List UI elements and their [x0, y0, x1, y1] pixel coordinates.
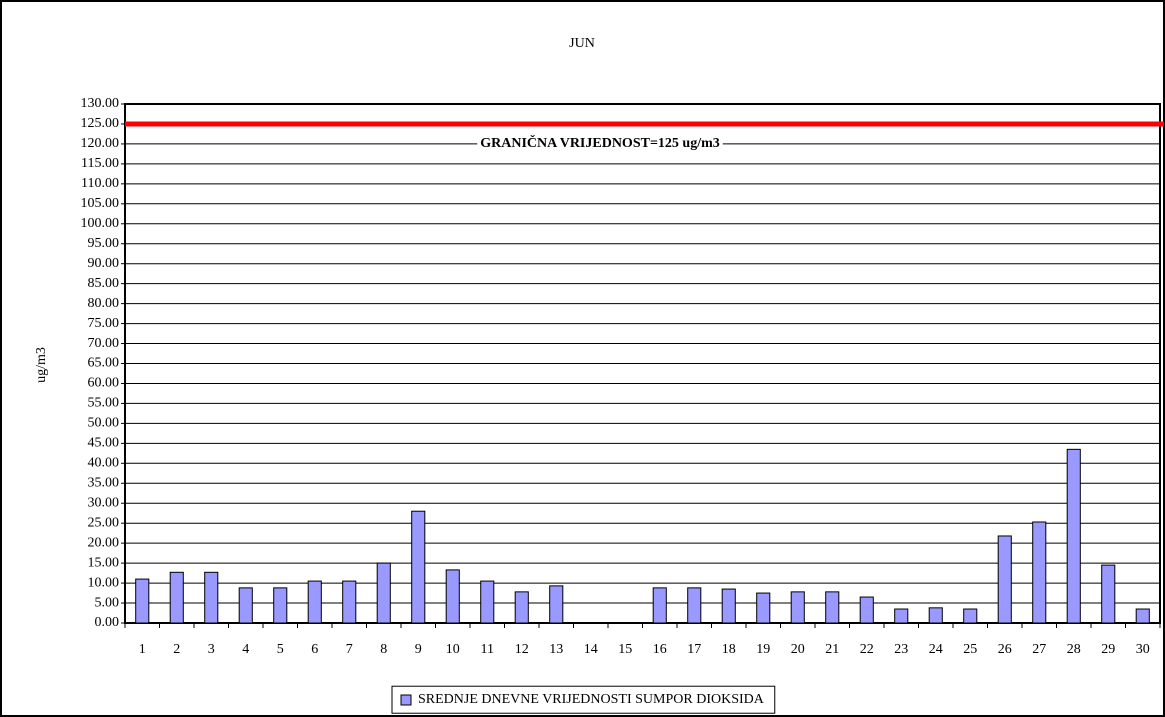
- x-tick-label: 1: [139, 642, 146, 657]
- bar: [342, 580, 357, 624]
- bar: [411, 510, 426, 624]
- y-tick-label: 25.00: [88, 515, 120, 530]
- x-tick-label: 16: [653, 642, 667, 657]
- y-tick-label: 105.00: [81, 196, 120, 211]
- legend-box: [391, 685, 776, 714]
- bar: [859, 596, 874, 624]
- bar: [549, 585, 564, 624]
- y-tick-label: 65.00: [88, 356, 120, 371]
- bar: [928, 607, 943, 624]
- x-tick-label: 30: [1136, 642, 1150, 657]
- legend-label: SREDNJE DNEVNE VRIJEDNOSTI SUMPOR DIOKSI…: [418, 692, 765, 707]
- x-tick-label: 11: [481, 642, 494, 657]
- bar: [825, 591, 840, 624]
- x-tick-label: 4: [242, 642, 249, 657]
- bar: [756, 592, 771, 624]
- x-tick-label: 27: [1032, 642, 1046, 657]
- bar: [687, 587, 702, 624]
- x-tick-label: 26: [998, 642, 1012, 657]
- bar: [1066, 448, 1081, 624]
- bar: [894, 608, 909, 624]
- x-tick-label: 20: [791, 642, 805, 657]
- bar: [790, 591, 805, 624]
- bar: [652, 587, 667, 624]
- y-tick-label: 125.00: [81, 116, 120, 131]
- y-tick-label: 90.00: [88, 256, 120, 271]
- x-tick-label: 24: [929, 642, 943, 657]
- y-tick-label: 95.00: [88, 236, 120, 251]
- legend-swatch: [400, 694, 412, 706]
- chart-title: JUN: [569, 36, 595, 51]
- y-tick-label: 55.00: [88, 396, 120, 411]
- y-tick-label: 130.00: [81, 96, 120, 111]
- bar: [169, 571, 184, 624]
- bar: [445, 569, 460, 624]
- x-tick-label: 25: [963, 642, 977, 657]
- x-tick-label: 8: [380, 642, 387, 657]
- y-tick-label: 80.00: [88, 296, 120, 311]
- y-tick-label: 10.00: [88, 575, 120, 590]
- y-tick-label: 115.00: [81, 156, 119, 171]
- bar: [997, 535, 1012, 624]
- threshold-label: GRANIČNA VRIJEDNOST=125 ug/m3: [480, 134, 720, 151]
- bar: [307, 580, 322, 624]
- threshold-label-bg: [477, 134, 723, 152]
- bar: [721, 588, 736, 624]
- y-tick-label: 75.00: [88, 316, 120, 331]
- y-tick-label: 70.00: [88, 336, 120, 351]
- bar: [480, 580, 495, 624]
- x-tick-label: 17: [687, 642, 701, 657]
- x-tick-label: 2: [173, 642, 180, 657]
- x-tick-label: 29: [1101, 642, 1115, 657]
- bar: [204, 571, 219, 624]
- bar: [135, 578, 150, 624]
- y-tick-label: 15.00: [88, 555, 120, 570]
- y-tick-label: 0.00: [95, 615, 120, 630]
- bar: [273, 587, 288, 624]
- bar: [238, 587, 253, 624]
- x-tick-label: 6: [311, 642, 318, 657]
- bar: [1101, 564, 1116, 624]
- y-tick-label: 20.00: [88, 535, 120, 550]
- y-tick-label: 45.00: [88, 436, 120, 451]
- y-tick-label: 35.00: [88, 475, 120, 490]
- y-tick-label: 85.00: [88, 276, 120, 291]
- y-tick-label: 5.00: [95, 595, 120, 610]
- x-tick-label: 22: [860, 642, 874, 657]
- x-tick-label: 15: [618, 642, 632, 657]
- bar: [963, 608, 978, 624]
- x-tick-label: 28: [1067, 642, 1081, 657]
- x-tick-label: 19: [756, 642, 770, 657]
- x-tick-label: 14: [584, 642, 598, 657]
- y-tick-label: 30.00: [88, 495, 120, 510]
- y-tick-label: 60.00: [88, 376, 120, 391]
- x-tick-label: 7: [346, 642, 353, 657]
- x-tick-label: 18: [722, 642, 736, 657]
- bar: [514, 591, 529, 624]
- x-tick-label: 12: [515, 642, 529, 657]
- y-tick-label: 50.00: [88, 416, 120, 431]
- x-tick-label: 10: [446, 642, 460, 657]
- y-tick-label: 120.00: [81, 136, 120, 151]
- y-tick-label: 100.00: [81, 216, 120, 231]
- x-tick-label: 23: [894, 642, 908, 657]
- x-tick-label: 3: [208, 642, 215, 657]
- bar: [1135, 608, 1150, 624]
- bar: [1032, 521, 1047, 624]
- y-tick-label: 110.00: [81, 176, 119, 191]
- y-tick-label: 40.00: [88, 456, 120, 471]
- x-tick-label: 9: [415, 642, 422, 657]
- y-axis-label: ug/m3: [34, 347, 49, 383]
- x-tick-label: 21: [825, 642, 839, 657]
- bar: [376, 562, 391, 624]
- x-tick-label: 13: [549, 642, 563, 657]
- x-tick-label: 5: [277, 642, 284, 657]
